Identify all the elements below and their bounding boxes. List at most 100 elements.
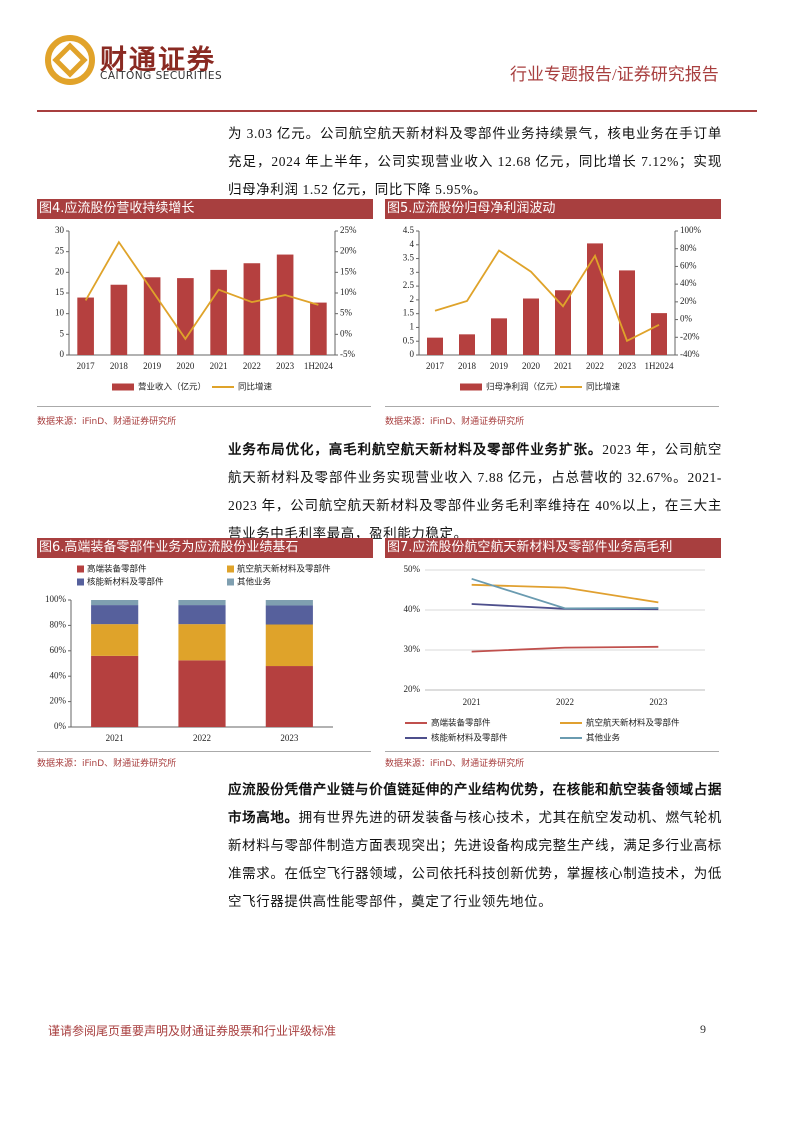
y-tick-label: 20% <box>50 696 67 706</box>
rule <box>385 406 719 407</box>
x-tick-label: 2023 <box>280 733 299 743</box>
x-tick-label: 2018 <box>458 361 477 371</box>
x-tick-label: 1H2024 <box>304 361 333 371</box>
text: 2023 年，公司航空航天新材料及零部件业务实现营业收入 7.88 亿元，占总营… <box>228 442 722 541</box>
y-tick-label: 2 <box>410 294 415 304</box>
y-tick-label: 60% <box>50 645 67 655</box>
legend-label: 核能新材料及零部件 <box>431 733 508 744</box>
y2-tick-label: 100% <box>680 225 702 235</box>
bar <box>651 313 667 355</box>
y-tick-label: 40% <box>404 604 421 614</box>
logo-en: CAITONG SECURITIES <box>100 70 223 82</box>
bar <box>210 269 227 355</box>
legend-swatch <box>77 565 84 573</box>
logo-text: 财通证券 <box>100 45 216 76</box>
x-tick-label: 2022 <box>193 733 211 743</box>
legend-label: 高端装备零部件 <box>431 718 491 729</box>
line <box>471 645 659 653</box>
bar <box>555 290 571 355</box>
y-tick-label: 20 <box>55 266 65 276</box>
legend-label: 营业收入（亿元） <box>138 382 206 393</box>
x-tick-label: 2020 <box>176 361 195 371</box>
bold-text: 应流股份凭借产业链与价值链延伸的产业结构优势，在核能和航空装备领域占据市场高地。 <box>228 782 722 825</box>
bar <box>243 263 261 355</box>
y2-tick-label: 15% <box>340 266 357 276</box>
y-tick-label: 50% <box>404 564 421 574</box>
x-tick-label: 2021 <box>554 361 572 371</box>
bar <box>110 284 128 355</box>
line <box>434 249 660 343</box>
bar <box>491 318 507 355</box>
chart: 20% 30% 40% 50% 2021 2022 2023 高端装备零部件 航空航天新材料及零… <box>404 564 705 744</box>
bar-segment <box>265 600 313 606</box>
x-tick-label: 2023 <box>618 361 637 371</box>
y-tick-label: 30% <box>404 644 421 654</box>
y2-tick-label: -20% <box>680 331 700 341</box>
y2-tick-label: 20% <box>340 246 357 256</box>
chart: 0 0.5 1 1.5 2 2.5 3 3.5 4 4.5 -40% -20% 0% 20% 40% 60% 8… <box>403 225 702 393</box>
bar-segment <box>265 666 313 727</box>
bar-segment <box>178 605 226 625</box>
figure-title: 图6.高端装备零部件业务为应流股份业绩基石 <box>37 538 373 558</box>
legend-label: 同比增速 <box>238 382 273 393</box>
legend-label: 航空航天新材料及零部件 <box>237 564 331 575</box>
line <box>471 577 659 610</box>
bar <box>619 270 635 355</box>
legend-label: 同比增速 <box>586 382 621 393</box>
source: 数据来源：iFinD、财通证券研究所 <box>37 417 177 427</box>
paragraph: 业务布局优化，高毛利航空航天新材料及零部件业务扩张。2023 年，公司航空航天新… <box>228 436 722 548</box>
y-tick-label: 1.5 <box>403 308 415 318</box>
report-type: 行业专题报告/证券研究报告 <box>510 65 719 84</box>
bar <box>523 298 539 355</box>
disclaimer: 谨请参阅尾页重要声明及财通证券股票和行业评级标准 <box>48 1024 337 1038</box>
y-tick-label: 25 <box>55 246 65 256</box>
x-tick-label: 2020 <box>522 361 541 371</box>
y-tick-label: 100% <box>45 594 67 604</box>
bar <box>276 254 294 355</box>
y2-tick-label: 40% <box>680 278 697 288</box>
bar-segment <box>91 600 139 606</box>
y-tick-label: 20% <box>404 684 421 694</box>
y2-tick-label: -40% <box>680 349 700 359</box>
legend-swatch <box>77 578 84 586</box>
x-tick-label: 1H2024 <box>645 361 674 371</box>
y-tick-label: 4 <box>410 239 415 249</box>
legend-swatch <box>227 565 234 573</box>
x-tick-label: 2019 <box>490 361 509 371</box>
bar-segment <box>178 600 226 606</box>
bar-segment <box>91 655 139 727</box>
y-tick-label: 40% <box>50 670 67 680</box>
bar <box>310 302 327 355</box>
x-tick-label: 2017 <box>426 361 445 371</box>
y-tick-label: 1 <box>410 322 415 332</box>
legend-label: 核能新材料及零部件 <box>87 577 164 588</box>
chart: 0 5 10 15 20 25 30 -5% 0% 5% 10% 15% 20% 25% 2017 2018 2… <box>55 225 357 393</box>
y2-tick-label: 0% <box>340 328 353 338</box>
y-tick-label: 3 <box>410 266 415 276</box>
figure-title: 图7.应流股份航空航天新材料及零部件业务高毛利 <box>385 538 721 558</box>
line <box>471 583 659 604</box>
legend-swatch <box>227 578 234 586</box>
legend-label: 航空航天新材料及零部件 <box>586 718 680 729</box>
y-tick-label: 30 <box>55 225 65 235</box>
source: 数据来源：iFinD、财通证券研究所 <box>385 759 525 769</box>
bar-segment <box>91 605 139 625</box>
y2-tick-label: 10% <box>340 287 357 297</box>
page-number: 9 <box>700 1022 706 1036</box>
y-tick-label: 2.5 <box>403 280 415 290</box>
x-tick-label: 2022 <box>586 361 604 371</box>
x-tick-label: 2023 <box>276 361 295 371</box>
y-tick-label: 0 <box>410 349 415 359</box>
bar <box>459 334 475 355</box>
bar <box>587 243 603 355</box>
legend-label: 归母净利润（亿元） <box>486 382 563 393</box>
x-tick-label: 2021 <box>210 361 228 371</box>
bar-segment <box>91 624 139 656</box>
y-tick-label: 80% <box>50 619 67 629</box>
paragraph: 为 3.03 亿元。公司航空航天新材料及零部件业务持续景气，核电业务在手订单充足… <box>228 120 722 204</box>
y2-tick-label: 60% <box>680 260 697 270</box>
legend-label: 其他业务 <box>586 733 621 744</box>
header-rule <box>37 110 757 112</box>
paragraph: 应流股份凭借产业链与价值链延伸的产业结构优势，在核能和航空装备领域占据市场高地。… <box>228 776 722 916</box>
x-tick-label: 2021 <box>106 733 124 743</box>
